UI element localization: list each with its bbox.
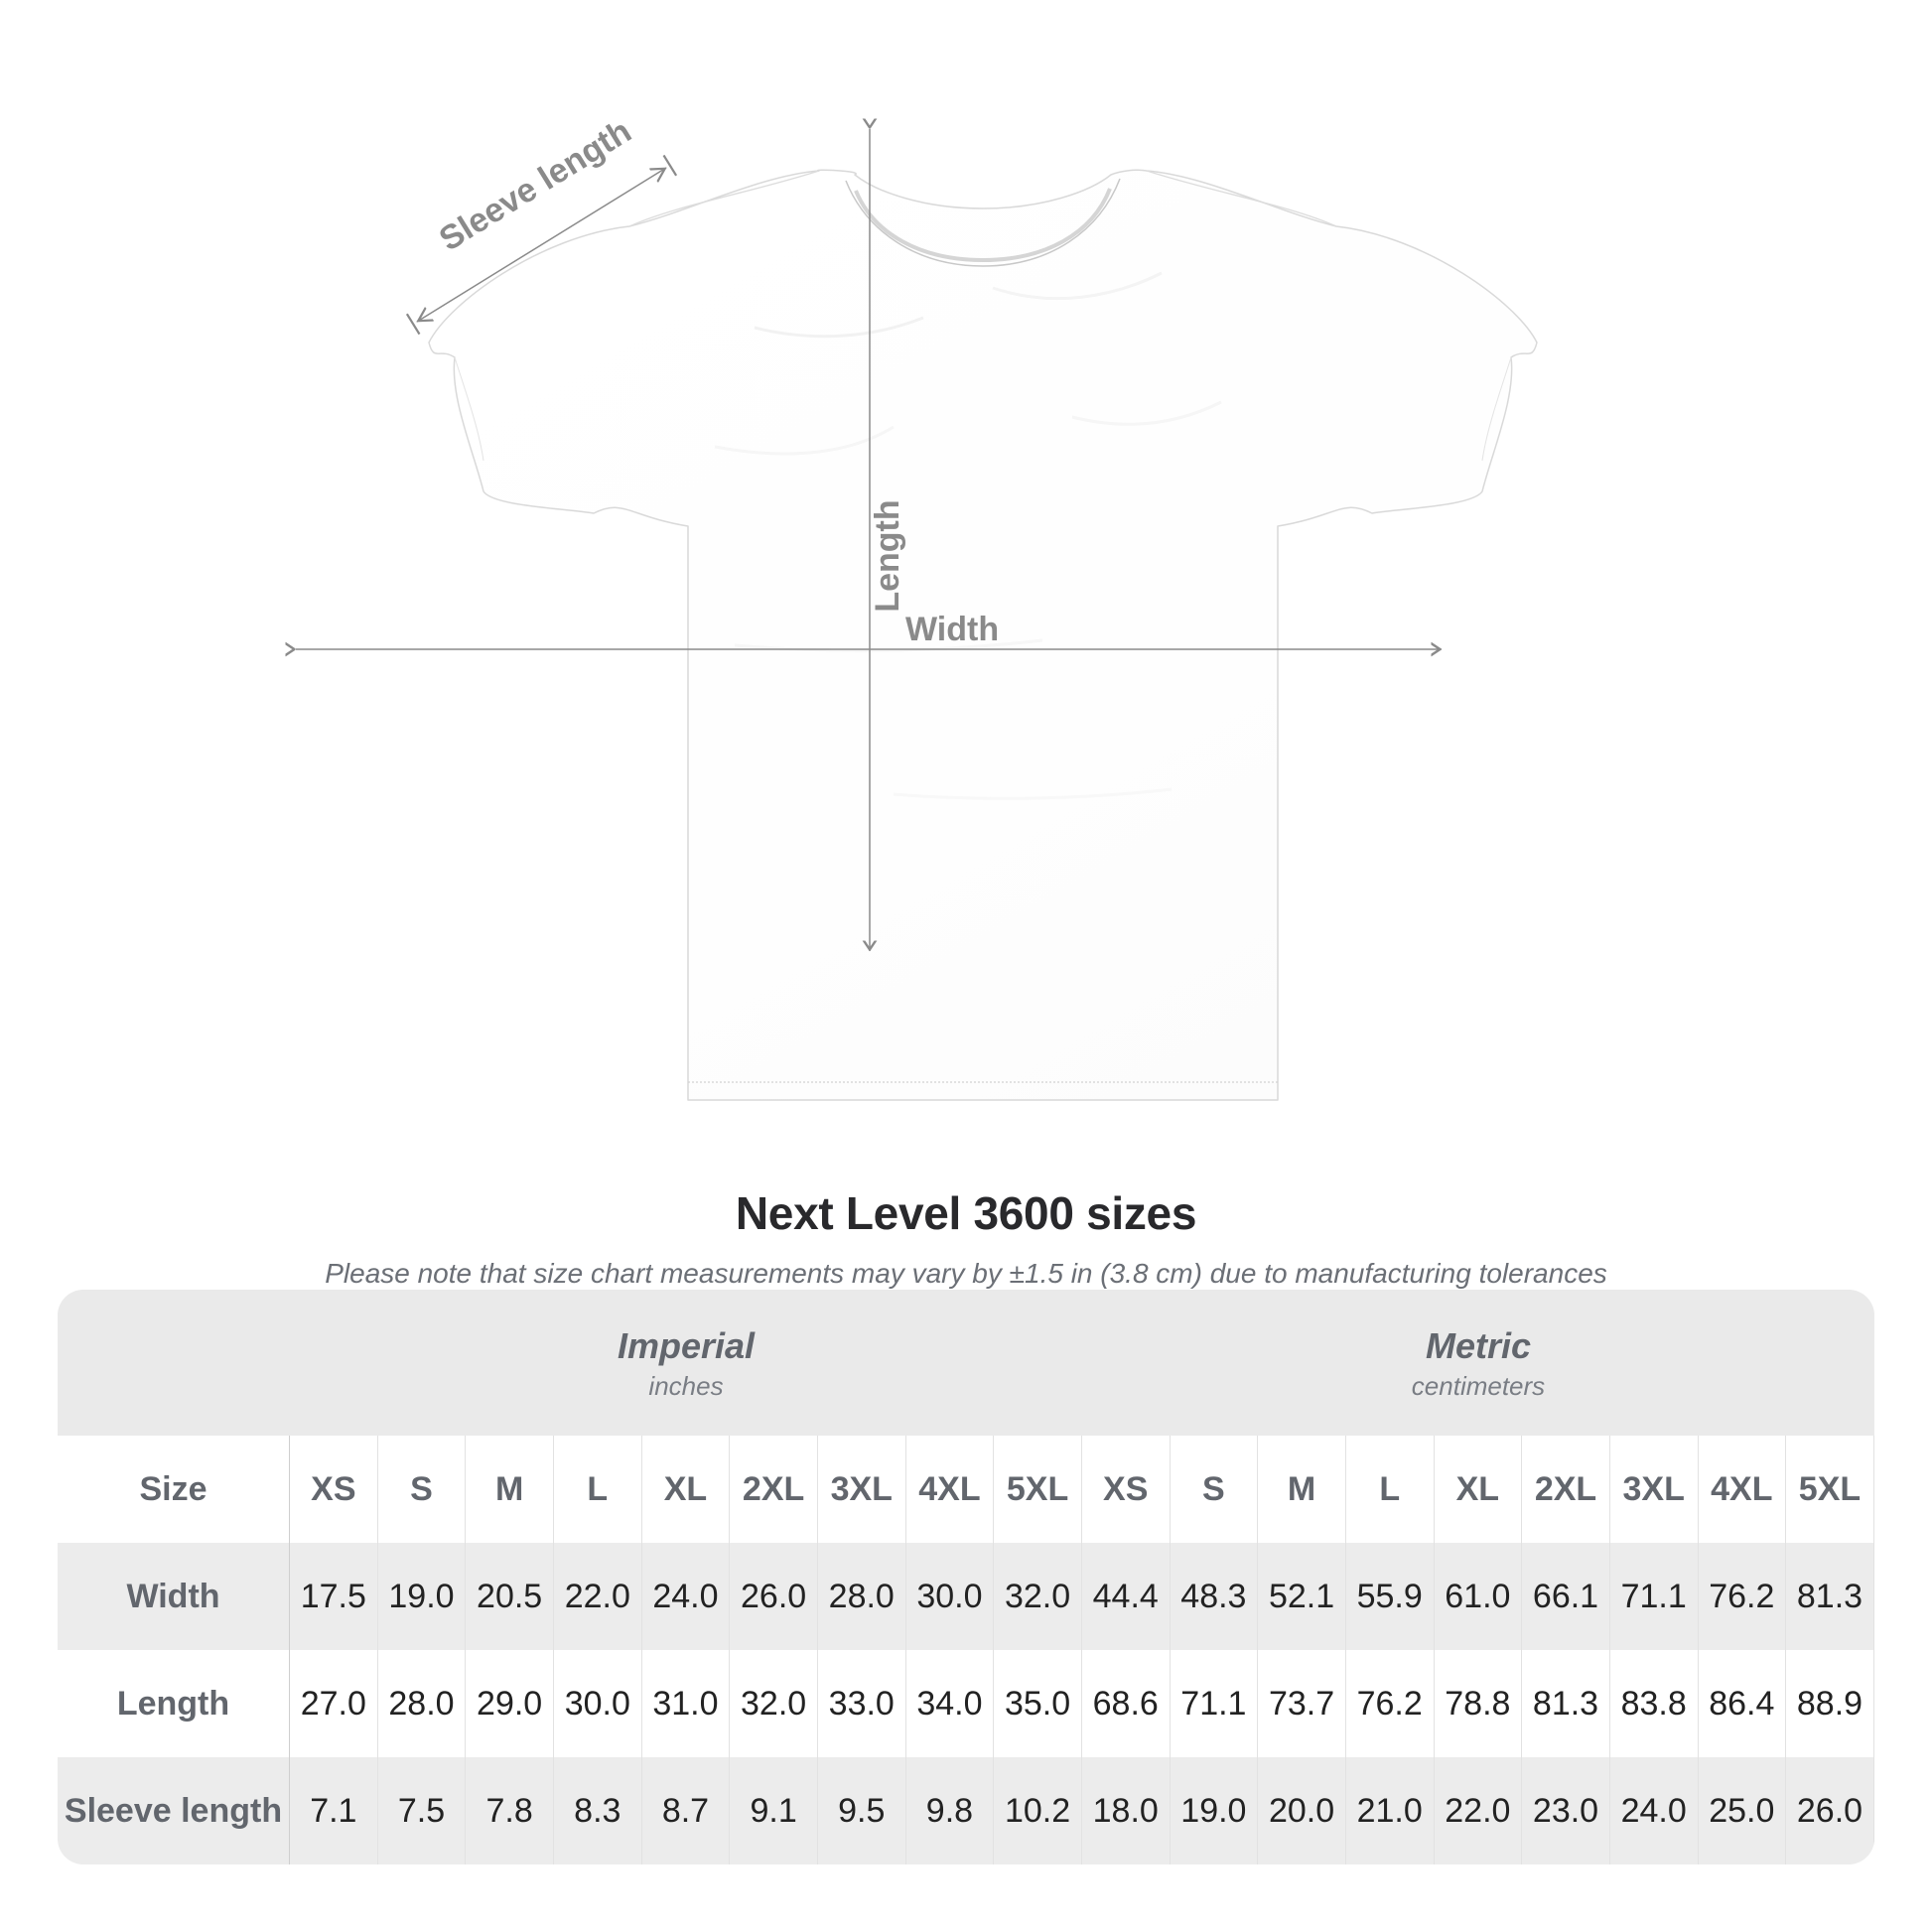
- svg-text:Width: Width: [905, 611, 999, 648]
- svg-text:Length: Length: [869, 499, 906, 612]
